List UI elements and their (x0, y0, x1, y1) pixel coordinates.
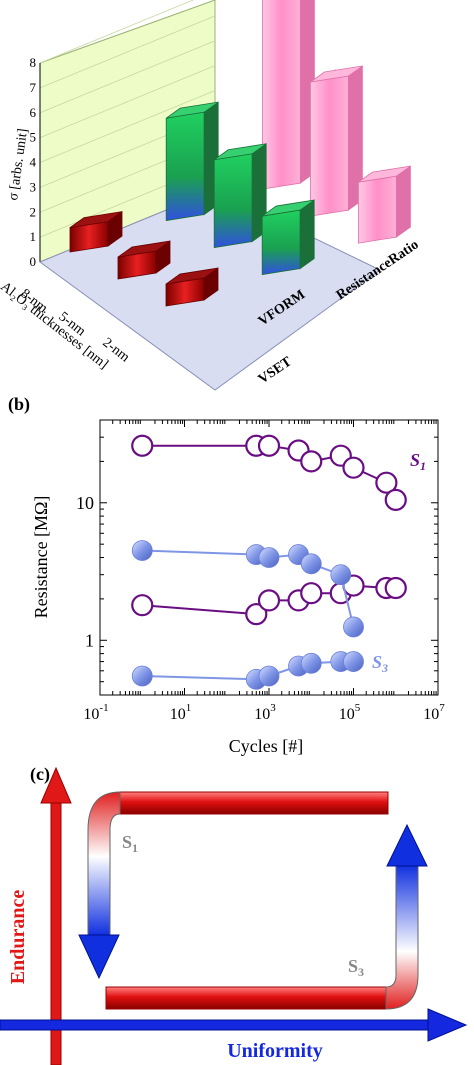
y-axis-label: σ [arbs. unit] (6, 128, 31, 202)
data-point (342, 456, 365, 479)
bar-vset-5-nm (117, 240, 171, 280)
s1-tube-arrow (78, 791, 389, 980)
y-tick-label: 3 (30, 179, 37, 194)
y-tick-label: 6 (30, 105, 37, 120)
data-point (384, 488, 407, 511)
data-point (300, 582, 323, 605)
data-point (258, 665, 280, 687)
bars (69, 0, 411, 307)
panel-b-label: (b) (8, 394, 30, 415)
y-axis-ticks: 0 1 2 3 4 5 6 7 8 (30, 55, 37, 269)
bar-vset-8-nm (69, 210, 123, 253)
data-point (300, 652, 322, 674)
y-tick-label: 1 (30, 229, 37, 244)
s3-tube-arrow (105, 823, 428, 1010)
x-tick-label: 105 (339, 702, 361, 723)
data-point (343, 651, 364, 672)
bar-vform-5-nm (213, 143, 267, 249)
wall-gridline (39, 40, 216, 114)
uniformity-label: Uniformity (227, 1040, 323, 1062)
y-tick-label: 2 (30, 204, 37, 219)
data-point (343, 616, 364, 638)
s1-label: S1 (122, 832, 138, 855)
y-tick-label: 10 (76, 493, 94, 513)
data-point (245, 603, 268, 626)
bar-vset-2-nm (165, 267, 219, 307)
series-S1 (131, 434, 407, 511)
x-tick-label: 10-1 (83, 702, 108, 723)
data-point (131, 665, 153, 687)
bar-resistanceratio-2-nm (357, 165, 411, 244)
y-axis-label: Resistance [MΩ] (31, 496, 51, 619)
wall-gridline (39, 0, 195, 64)
y-tick-label: 7 (30, 80, 37, 95)
data-point (384, 576, 407, 600)
axis-ticks: 10-1 101 103 105 107 1 10 (76, 419, 445, 723)
wall-gridline (39, 15, 216, 89)
endurance-label: Endurance (7, 890, 29, 985)
bar-vform-8-nm (165, 101, 219, 222)
y-tick-label: 0 (30, 254, 37, 269)
data-point (257, 589, 281, 612)
wall-gridline (39, 65, 216, 138)
s3-label: S3 (348, 956, 364, 979)
y-tick-label: 8 (30, 55, 37, 70)
data-point (300, 450, 323, 473)
series-row-1 (131, 574, 407, 626)
series-S3 (131, 651, 364, 690)
data-point (131, 540, 153, 561)
panel-c-label: (c) (30, 764, 50, 785)
x-axis-label: Cycles [#] (229, 736, 303, 756)
bar-resistanceratio-5-nm (309, 65, 363, 217)
wall-gridline (39, 90, 216, 163)
bar-resistanceratio-8-nm (261, 0, 315, 190)
uniformity-axis-arrow (0, 1008, 468, 1042)
panel-c-diagram: (c) Endurance Uniformity S1 S3 (0, 764, 468, 1065)
x-tick-label: 103 (254, 702, 276, 723)
data-point (131, 434, 154, 457)
x-tick-label: 101 (170, 702, 192, 723)
data-point (131, 594, 154, 617)
data-point (257, 434, 281, 457)
x-tick-label: 107 (423, 702, 445, 723)
data-point (258, 547, 280, 568)
y-tick-label: 5 (30, 130, 37, 145)
series-label-s3: S3 (372, 652, 388, 675)
endurance-axis-arrow (40, 766, 72, 1065)
data-point (330, 564, 352, 586)
data-point (375, 471, 398, 494)
y-tick-label: 1 (85, 630, 94, 650)
series (131, 434, 407, 690)
data-point (300, 553, 322, 575)
param-tick-vset: VSET (256, 354, 295, 387)
y-tick-label: 4 (30, 155, 37, 170)
series-row-2 (131, 540, 364, 638)
series-label-s1: S1 (410, 450, 426, 473)
bar-vform-2-nm (261, 199, 315, 276)
